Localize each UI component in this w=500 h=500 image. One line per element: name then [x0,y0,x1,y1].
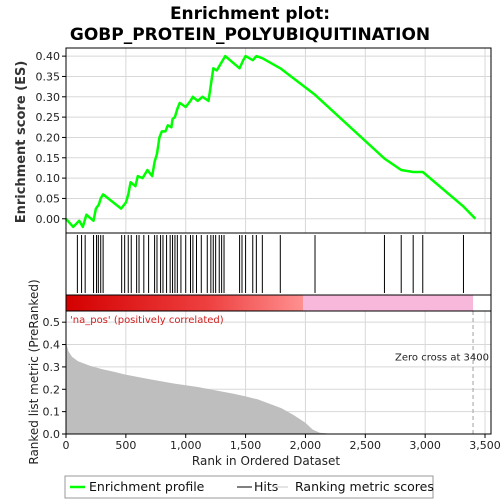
ranking-metric-area [66,342,473,434]
metric-y-tick-label: 0.4 [43,339,61,352]
legend-hits-label: Hits [254,479,278,494]
chart-title-line2: GOBP_PROTEIN_POLYUBIQUITINATION [70,25,430,45]
metric-y-tick-label: 0.5 [43,316,61,329]
legend: Enrichment profile Hits Ranking metric s… [64,475,434,499]
metric-panel: 'na_pos' (positively correlated) Zero cro… [43,310,500,452]
es-plot-area [66,48,491,233]
x-tick-label: 0 [63,439,70,452]
x-tick-label: 1,000 [170,439,202,452]
metric-y-tick-label: 0.2 [43,383,61,396]
x-tick-label: 2,000 [290,439,322,452]
es-y-tick-label: 0.30 [36,91,61,104]
x-tick-label: 1,500 [230,439,262,452]
x-tick-label: 500 [115,439,136,452]
legend-es-label: Enrichment profile [89,479,205,494]
es-y-tick-label: 0.20 [36,131,61,144]
es-y-tick-label: 0.40 [36,50,61,63]
metric-frame [65,310,492,435]
es-panel: 0.00 0.05 0.10 0.15 0.20 0.25 0.30 0.35 0.40 [36,47,492,234]
y-axis-label-es: Enrichment score (ES) [14,61,29,224]
positive-annotation: 'na_pos' (positively correlated) [70,315,224,326]
es-y-tick-label: 0.05 [36,192,61,205]
ranked-color-bar [65,294,492,312]
enrichment-profile-line [65,54,477,229]
es-y-tick-label: 0.15 [36,152,61,165]
bar-positive [66,295,304,311]
x-tick-label: 3,500 [469,439,500,452]
metric-y-tick-label: 0.0 [43,428,61,441]
hits-panel [65,232,492,296]
legend-metric-label: Ranking metric scores [295,479,434,494]
zero-cross-annotation: Zero cross at 3400 [395,352,489,363]
chart-title-line1: Enrichment plot: [170,4,330,24]
es-y-tick-label: 0.35 [36,70,61,83]
y-axis-label-metric: Ranked list metric (PreRanked) [27,279,41,464]
es-y-tick-label: 0.00 [36,213,61,226]
es-y-tick-label: 0.10 [36,172,61,185]
metric-y-tick-label: 0.1 [43,406,61,419]
bar-negative [303,295,474,311]
x-axis-label: Rank in Ordered Dataset [192,454,340,468]
x-tick-label: 2,500 [350,439,382,452]
hits-frame [65,232,492,296]
metric-y-tick-label: 0.3 [43,361,61,374]
es-y-tick-label: 0.25 [36,111,61,124]
x-tick-label: 3,000 [409,439,441,452]
